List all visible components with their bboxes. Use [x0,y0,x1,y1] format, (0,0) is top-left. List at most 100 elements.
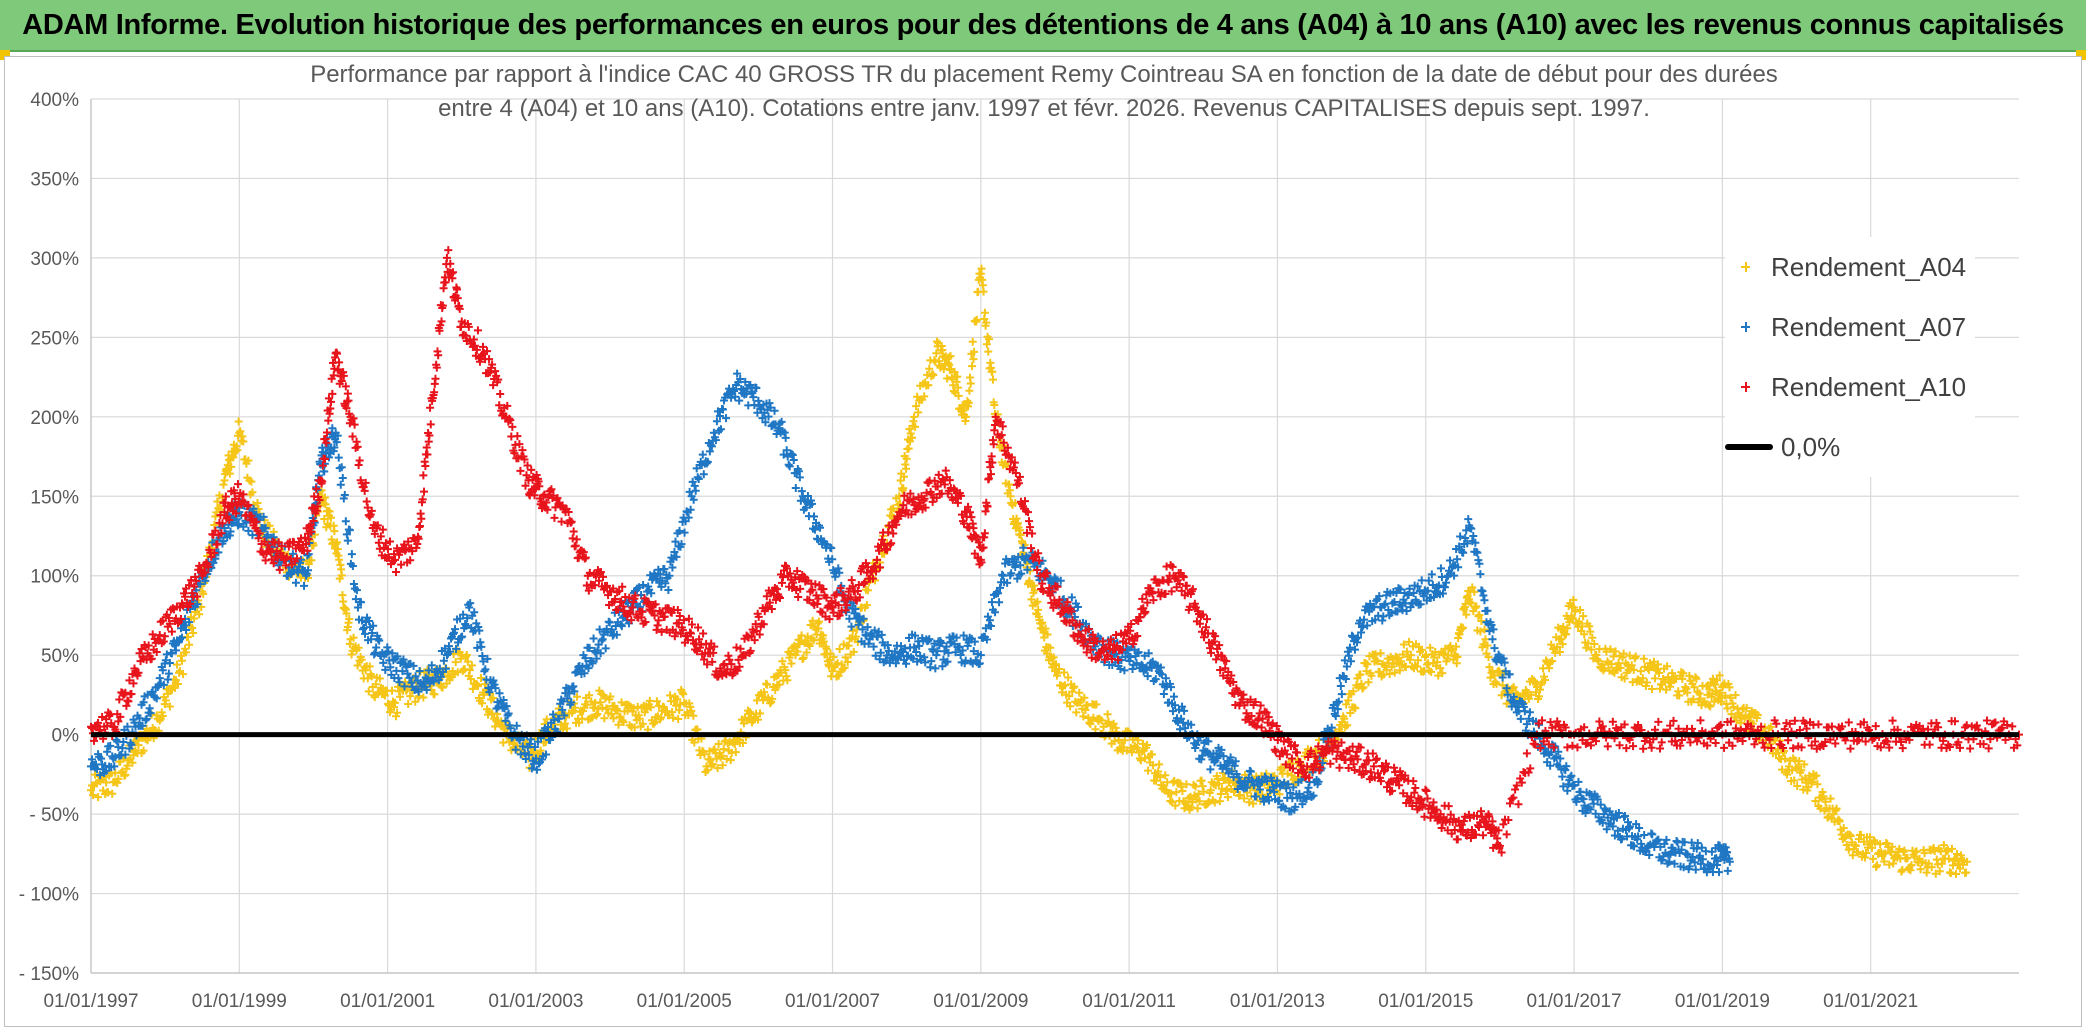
data-point-fill [185,641,193,649]
data-point-fill [1155,760,1163,768]
series-rendement-a07 [87,370,1734,877]
data-point-fill [1160,690,1168,698]
data-point-fill [1651,674,1659,682]
data-point-fill [699,629,707,637]
data-point-fill [967,379,975,387]
data-point-fill [219,481,227,489]
data-point-fill [968,362,976,370]
data-point-fill [1068,593,1076,601]
data-point-fill [427,420,435,428]
data-point-fill [727,756,735,764]
y-tick-label: - 50% [29,805,79,826]
data-point-fill [550,514,558,522]
data-point-fill [1194,804,1202,812]
x-tick-label: 01/01/2017 [1527,991,1622,1012]
data-point-fill [989,376,997,384]
data-point-fill [108,790,116,798]
data-point-fill [1640,655,1648,663]
data-point-fill [654,621,662,629]
data-point-fill [1694,839,1702,847]
data-point-fill [1632,653,1640,661]
data-point-fill [1521,707,1529,715]
y-tick-label: 0% [52,726,80,747]
chart-plot: 400%350%300%250%200%150%100%50%0%- 50%- … [5,57,2083,1028]
data-point-fill [164,676,172,684]
data-point-fill [786,462,794,470]
data-point-fill [926,663,934,671]
data-point [599,635,607,643]
data-point-fill [724,652,732,660]
x-tick-label: 01/01/2011 [1082,991,1176,1012]
data-point-fill [681,529,689,537]
data-point-fill [1170,693,1178,701]
chart-area: 400%350%300%250%200%150%100%50%0%- 50%- … [4,56,2082,1027]
y-tick-label: - 100% [19,885,79,906]
data-point-fill [1889,860,1897,868]
data-point-fill [1480,596,1488,604]
data-point-fill [570,528,578,536]
y-tick-label: 250% [30,328,79,349]
data-point-fill [244,527,252,535]
data-point-fill [1377,649,1385,657]
data-point-fill [666,691,674,699]
data-point-fill [569,534,577,542]
data-point-fill [178,657,186,665]
data-point-fill [1526,708,1534,716]
data-point-fill [365,687,373,695]
data-point-fill [349,433,357,441]
data-point [910,413,918,421]
data-point-fill [1104,710,1112,718]
data-point-fill [1900,847,1908,855]
data-point-fill [1476,570,1484,578]
data-point-fill [383,643,391,651]
data-point-fill [1478,587,1486,595]
data-point-fill [211,513,219,521]
data-point-fill [778,579,786,587]
data-point-fill [320,467,328,475]
data-point-fill [573,535,581,543]
data-point-fill [324,417,332,425]
data-point-fill [967,513,975,521]
data-point-fill [355,461,363,469]
data-point-fill [1876,840,1884,848]
data-point-fill [717,753,725,761]
data-point-fill [431,375,439,383]
y-tick-label: 200% [30,408,79,429]
x-tick-label: 01/01/2019 [1675,991,1770,1012]
data-point-fill [339,474,347,482]
data-point-fill [477,674,485,682]
y-tick-label: 300% [30,249,79,270]
data-point-fill [1456,532,1464,540]
y-tick-label: 150% [30,487,79,508]
data-point-fill [1091,725,1099,733]
x-tick-label: 01/01/2009 [933,991,1028,1012]
data-point-fill [1178,787,1186,795]
data-point-fill [1723,704,1731,712]
data-point-fill [404,700,412,708]
data-point-fill [423,450,431,458]
data-point-fill [1563,787,1571,795]
data-point-fill [156,674,164,682]
data-point-fill [1437,564,1445,572]
data-point-fill [234,480,242,488]
data-point-fill [348,550,356,558]
data-point-fill [1144,767,1152,775]
data-point-fill [420,488,428,496]
data-point-fill [356,457,364,465]
x-tick-label: 01/01/2003 [488,991,583,1012]
data-point-fill [1952,870,1960,878]
data-point-fill [1640,831,1648,839]
data-point-fill [1216,797,1224,805]
data-point-fill [785,461,793,469]
y-tick-label: 350% [30,169,79,190]
x-tick-label: 01/01/2005 [637,991,732,1012]
data-point-fill [942,467,950,475]
data-point-fill [674,715,682,723]
data-point-fill [794,593,802,601]
y-tick-label: 100% [30,567,79,588]
report-banner: ADAM Informe. Evolution historique des p… [0,0,2086,52]
data-point-fill [969,524,977,532]
data-point-fill [902,465,910,473]
data-point [1637,667,1645,675]
data-point-fill [558,518,566,526]
